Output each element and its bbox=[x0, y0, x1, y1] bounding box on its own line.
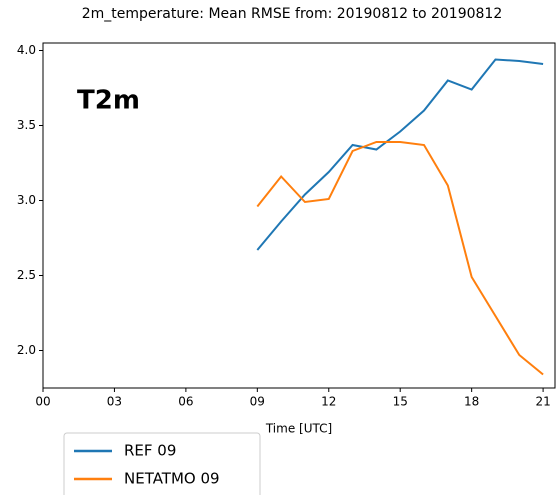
y-tick-label: 2.0 bbox=[17, 343, 36, 357]
x-tick-label: 21 bbox=[535, 395, 550, 409]
x-tick-label: 03 bbox=[107, 395, 122, 409]
x-tick-label: 15 bbox=[393, 395, 408, 409]
axes-frame bbox=[42, 42, 556, 389]
x-tick-label: 09 bbox=[250, 395, 265, 409]
x-tick-label: 06 bbox=[178, 395, 193, 409]
x-axis-label: Time [UTC] bbox=[265, 422, 332, 436]
legend-label: REF 09 bbox=[124, 442, 176, 460]
x-tick-label: 18 bbox=[464, 395, 479, 409]
line bbox=[256, 58, 544, 251]
x-tick-label: 00 bbox=[35, 395, 50, 409]
line bbox=[256, 141, 544, 376]
chart-title: 2m_temperature: Mean RMSE from: 20190812… bbox=[82, 6, 503, 22]
y-tick-label: 3.0 bbox=[17, 193, 36, 207]
y-tick-label: 3.5 bbox=[17, 118, 36, 132]
x-tick-label: 12 bbox=[321, 395, 336, 409]
y-tick-label: 4.0 bbox=[17, 43, 36, 57]
legend-label: NETATMO 09 bbox=[124, 470, 220, 488]
y-tick-label: 2.5 bbox=[17, 268, 36, 282]
annotation: T2m bbox=[77, 86, 140, 116]
legend-box bbox=[63, 432, 261, 495]
